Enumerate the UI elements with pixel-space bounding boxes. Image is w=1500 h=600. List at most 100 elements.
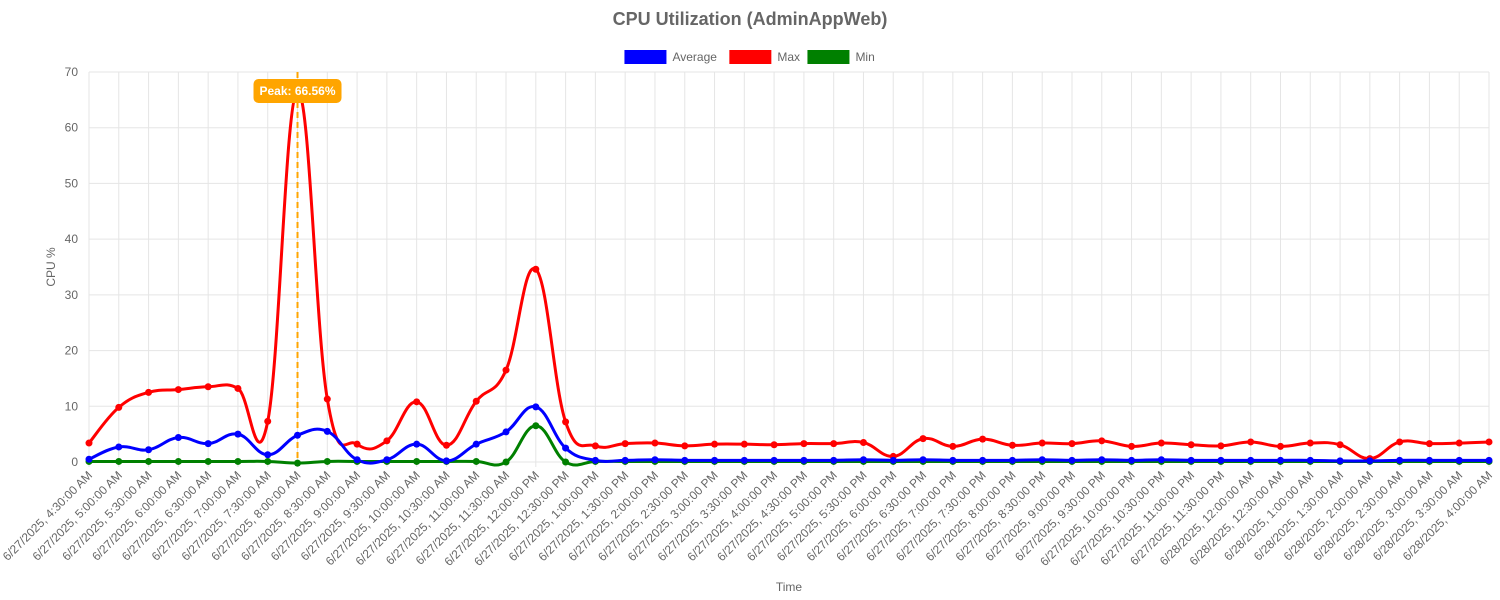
data-point-max[interactable] [1008, 441, 1016, 449]
data-point-max[interactable] [1157, 439, 1165, 447]
data-point-max[interactable] [1396, 438, 1404, 446]
data-point-average[interactable] [1187, 456, 1195, 464]
data-point-average[interactable] [889, 456, 897, 464]
data-point-max[interactable] [323, 395, 331, 403]
data-point-max[interactable] [621, 440, 629, 448]
data-point-average[interactable] [1396, 456, 1404, 464]
data-point-average[interactable] [740, 456, 748, 464]
data-point-average[interactable] [681, 456, 689, 464]
data-point-max[interactable] [770, 441, 778, 449]
data-point-max[interactable] [830, 440, 838, 448]
data-point-max[interactable] [85, 439, 93, 447]
data-point-average[interactable] [1128, 456, 1136, 464]
data-point-average[interactable] [264, 451, 272, 459]
data-point-average[interactable] [532, 403, 540, 411]
series-points[interactable] [85, 87, 1493, 467]
data-point-average[interactable] [413, 440, 421, 448]
data-point-min[interactable] [145, 457, 153, 465]
data-point-average[interactable] [1068, 456, 1076, 464]
data-point-max[interactable] [949, 442, 957, 450]
data-point-max[interactable] [1217, 442, 1225, 450]
data-point-min[interactable] [413, 457, 421, 465]
data-point-max[interactable] [472, 397, 480, 405]
data-point-max[interactable] [353, 440, 361, 448]
data-point-max[interactable] [740, 440, 748, 448]
data-point-average[interactable] [830, 456, 838, 464]
data-point-average[interactable] [1306, 456, 1314, 464]
data-point-max[interactable] [1485, 438, 1493, 446]
data-point-max[interactable] [800, 440, 808, 448]
data-point-max[interactable] [532, 265, 540, 273]
data-point-max[interactable] [502, 366, 510, 374]
data-point-min[interactable] [294, 459, 302, 467]
data-point-average[interactable] [859, 456, 867, 464]
data-point-max[interactable] [383, 437, 391, 445]
data-point-average[interactable] [1425, 456, 1433, 464]
data-point-average[interactable] [294, 431, 302, 439]
data-point-average[interactable] [1038, 456, 1046, 464]
data-point-max[interactable] [1128, 442, 1136, 450]
data-point-max[interactable] [1276, 442, 1284, 450]
data-point-average[interactable] [1247, 456, 1255, 464]
data-point-average[interactable] [234, 430, 242, 438]
data-point-min[interactable] [174, 457, 182, 465]
data-point-max[interactable] [1098, 437, 1106, 445]
data-point-min[interactable] [562, 458, 570, 466]
data-point-average[interactable] [502, 428, 510, 436]
legend[interactable]: Average Max Min [624, 50, 875, 64]
data-point-min[interactable] [532, 422, 540, 430]
data-point-max[interactable] [115, 403, 123, 411]
data-point-average[interactable] [145, 446, 153, 454]
data-point-average[interactable] [353, 456, 361, 464]
data-point-max[interactable] [1068, 440, 1076, 448]
data-point-average[interactable] [979, 456, 987, 464]
data-point-max[interactable] [1336, 441, 1344, 449]
data-point-average[interactable] [383, 456, 391, 464]
data-point-average[interactable] [115, 443, 123, 451]
data-point-average[interactable] [1276, 456, 1284, 464]
data-point-max[interactable] [651, 439, 659, 447]
data-point-min[interactable] [204, 457, 212, 465]
data-point-average[interactable] [651, 456, 659, 464]
data-point-average[interactable] [949, 456, 957, 464]
data-point-average[interactable] [1366, 457, 1374, 465]
data-point-average[interactable] [1157, 456, 1165, 464]
data-point-min[interactable] [472, 457, 480, 465]
data-point-average[interactable] [591, 456, 599, 464]
data-point-max[interactable] [562, 418, 570, 426]
data-point-average[interactable] [1098, 456, 1106, 464]
data-point-max[interactable] [174, 386, 182, 394]
data-point-max[interactable] [442, 441, 450, 449]
data-point-max[interactable] [264, 417, 272, 425]
data-point-average[interactable] [1217, 456, 1225, 464]
data-point-average[interactable] [1336, 457, 1344, 465]
data-point-min[interactable] [264, 457, 272, 465]
data-point-min[interactable] [323, 457, 331, 465]
data-point-average[interactable] [323, 427, 331, 435]
data-point-average[interactable] [621, 456, 629, 464]
data-point-min[interactable] [115, 457, 123, 465]
data-point-average[interactable] [1455, 456, 1463, 464]
data-point-max[interactable] [1038, 439, 1046, 447]
data-point-max[interactable] [859, 439, 867, 446]
data-point-average[interactable] [770, 456, 778, 464]
data-point-average[interactable] [472, 440, 480, 448]
data-point-min[interactable] [502, 458, 510, 466]
data-point-average[interactable] [442, 457, 450, 465]
data-point-max[interactable] [413, 398, 421, 406]
data-point-average[interactable] [204, 440, 212, 448]
data-point-max[interactable] [1425, 440, 1433, 448]
data-point-max[interactable] [234, 384, 242, 392]
legend-item-max[interactable]: Max [729, 50, 800, 64]
data-point-max[interactable] [591, 442, 599, 450]
data-point-max[interactable] [681, 442, 689, 450]
data-point-max[interactable] [1455, 439, 1463, 447]
data-point-max[interactable] [145, 388, 153, 396]
data-point-average[interactable] [562, 444, 570, 452]
data-point-average[interactable] [800, 456, 808, 464]
data-point-average[interactable] [1008, 456, 1016, 464]
data-point-max[interactable] [204, 383, 212, 391]
data-point-average[interactable] [711, 456, 719, 464]
data-point-max[interactable] [979, 435, 987, 443]
legend-item-average[interactable]: Average [624, 50, 717, 64]
